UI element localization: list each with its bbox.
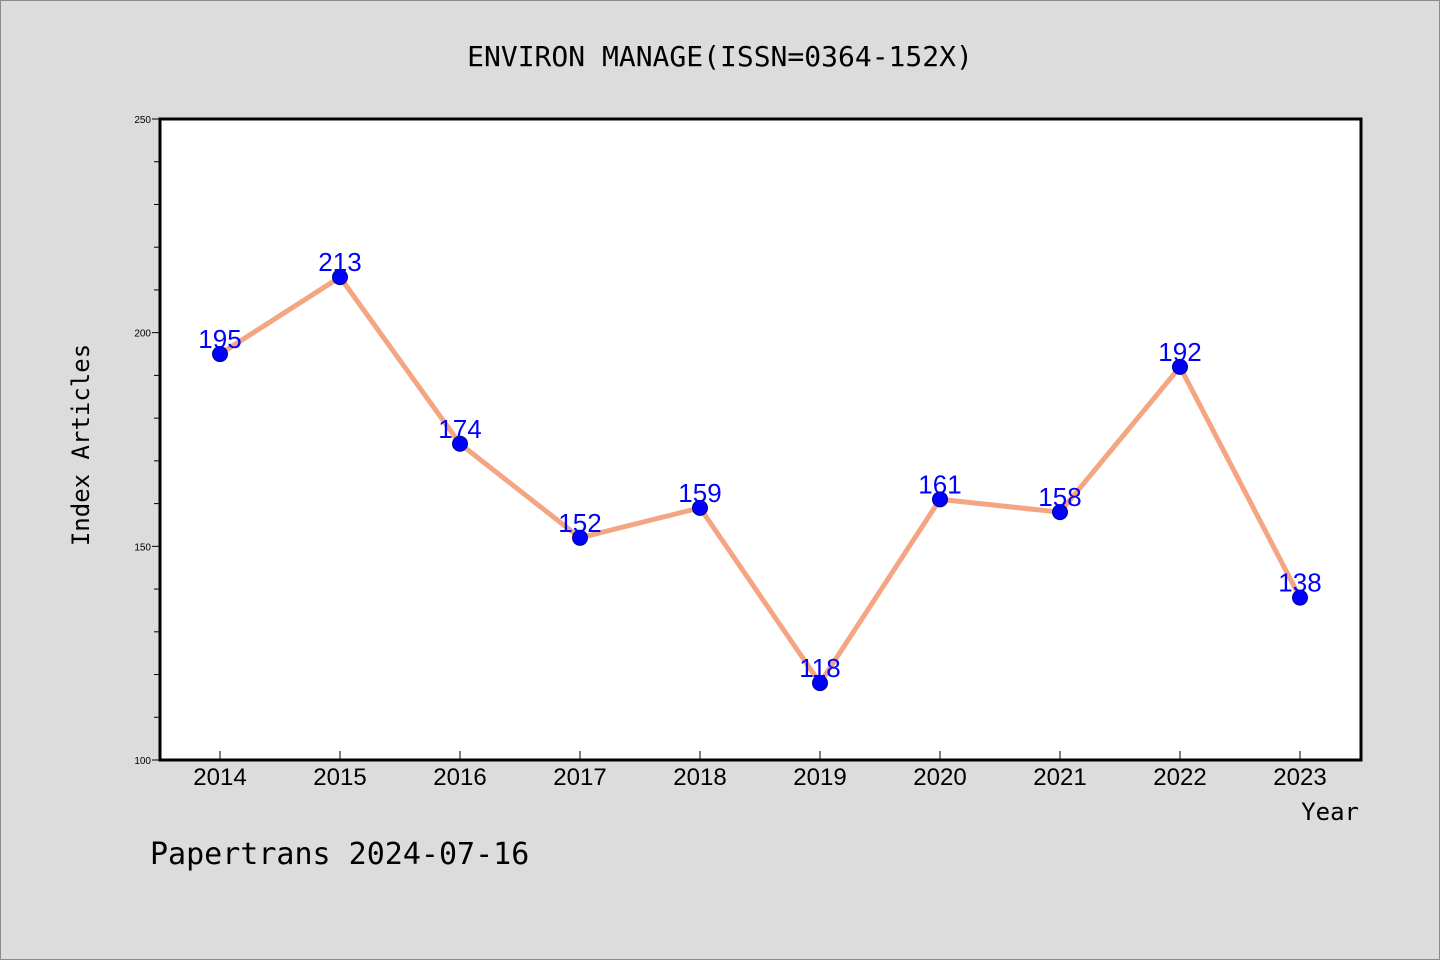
data-label: 152 [558,508,601,538]
data-labels: 195 213 174 152 159 118 161 158 192 138 [198,247,1321,683]
y-tick-label: 200 [134,329,151,340]
data-label: 195 [198,324,241,354]
x-tick-label: 2016 [433,764,486,791]
series-line [218,274,1303,686]
x-axis: 2014 2015 2016 2017 2018 2019 2020 2021 2022 2023 [193,751,1327,791]
data-point [332,269,348,286]
data-label: 174 [438,414,481,444]
x-tick-label: 2015 [313,764,366,791]
series-markers [212,269,1308,692]
data-point [452,435,468,452]
data-label: 159 [678,478,721,508]
data-point [1052,504,1068,521]
data-point [812,675,828,692]
x-tick-label: 2023 [1273,764,1326,791]
data-point [932,491,948,508]
x-tick-label: 2022 [1153,764,1206,791]
footer-text: Papertrans 2024-07-16 [150,837,529,872]
y-tick-label: 150 [134,542,151,553]
x-tick-label: 2019 [793,764,846,791]
data-label: 213 [318,247,361,277]
data-label: 192 [1158,337,1201,367]
data-point [212,346,228,363]
x-axis-label: Year [1301,798,1359,826]
x-tick-label: 2020 [913,764,966,791]
data-point [572,529,588,546]
data-label: 161 [918,469,961,499]
y-tick-label: 250 [134,115,151,126]
data-label: 138 [1278,568,1321,598]
x-tick-label: 2021 [1033,764,1086,791]
x-tick-label: 2017 [553,764,606,791]
y-axis-label: Index Articles [67,344,95,546]
data-point [692,499,708,516]
y-tick-label: 100 [134,756,151,767]
data-label: 158 [1038,482,1081,512]
x-tick-label: 2018 [673,764,726,791]
plot-area [158,117,1363,762]
x-tick-label: 2014 [193,764,246,791]
data-point [1292,589,1308,606]
y-axis: 100 150 200 250 [134,115,160,767]
chart-title: ENVIRON MANAGE(ISSN=0364-152X) [467,40,973,73]
data-label: 118 [799,653,840,683]
data-point [1172,358,1188,375]
